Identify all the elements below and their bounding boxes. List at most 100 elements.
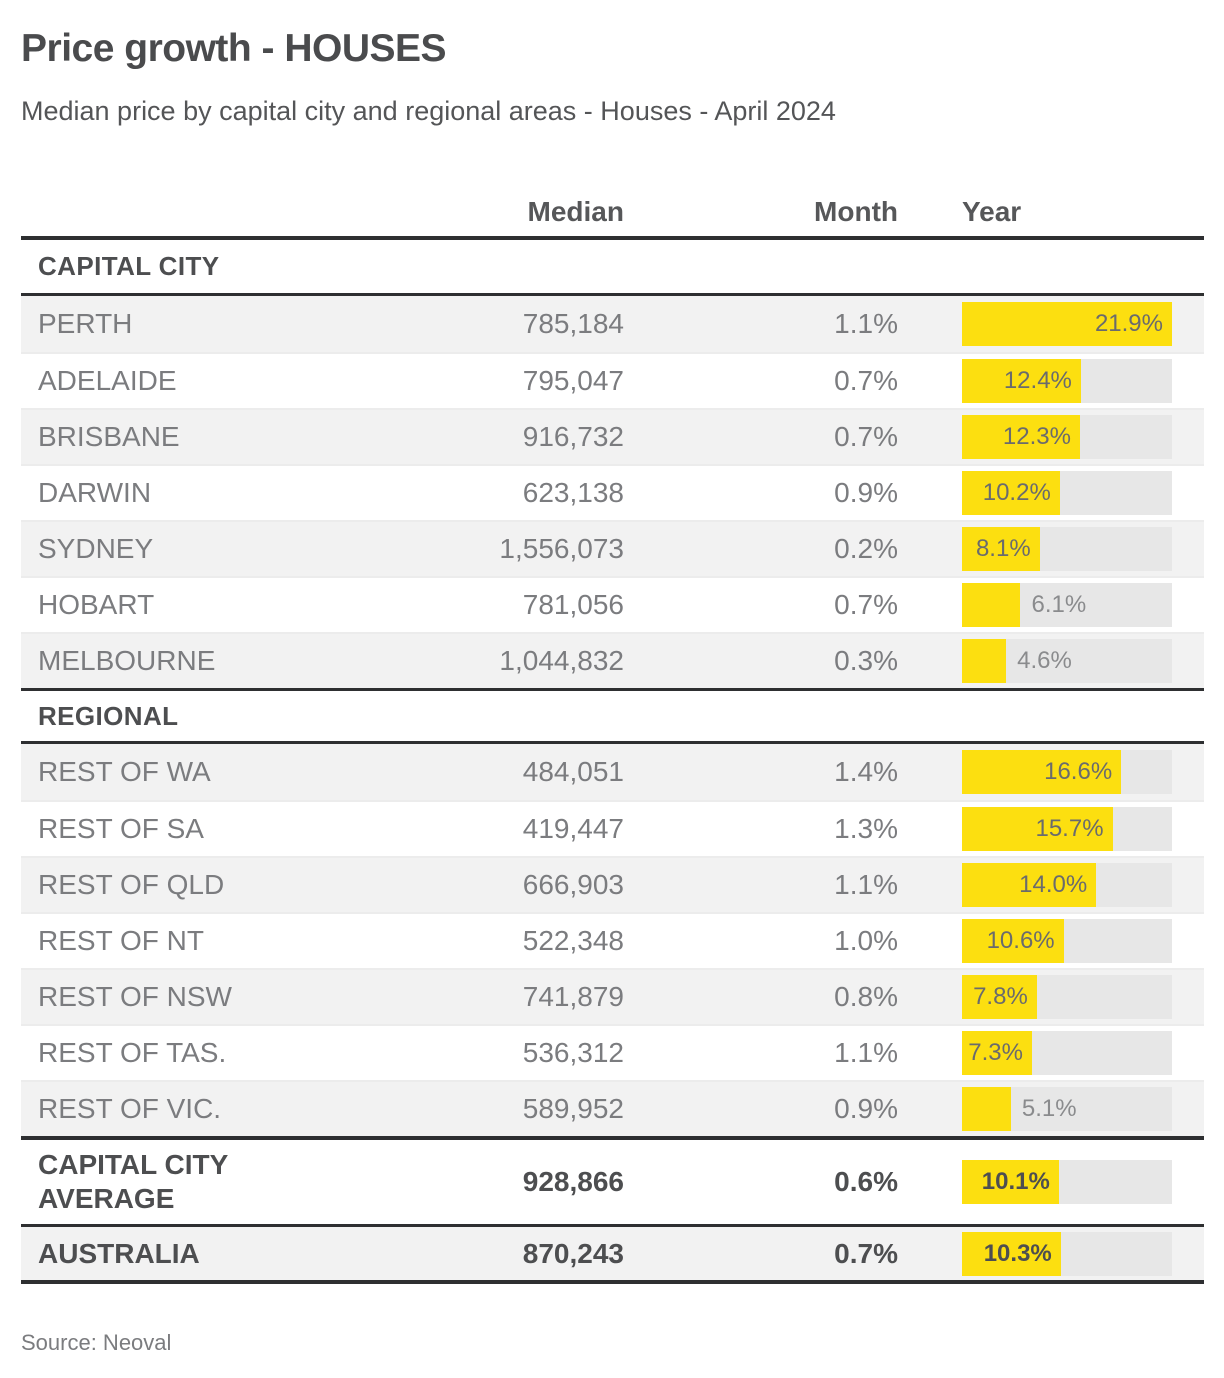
table-row-perth: PERTH 785,184 1.1% 21.9% — [21, 296, 1204, 352]
section-body-capital-city: PERTH 785,184 1.1% 21.9% ADELAIDE 795,04… — [21, 296, 1204, 688]
median-value: 522,348 — [522, 925, 624, 956]
median-value: 916,732 — [522, 421, 624, 452]
median-value: 589,952 — [522, 1093, 624, 1124]
year-bar-cell: 10.6% — [898, 919, 1204, 963]
month-value: 0.3% — [834, 645, 898, 676]
median-value: 870,243 — [522, 1237, 624, 1269]
source-note: Source: Neoval — [21, 1330, 172, 1355]
region-label: REST OF QLD — [38, 869, 225, 900]
year-bar-label: 15.7% — [1035, 815, 1104, 842]
section-label: CAPITAL CITY — [38, 251, 220, 281]
region-label: REST OF NT — [38, 925, 204, 956]
year-bar-label: 5.1% — [1021, 1095, 1077, 1122]
year-bar-cell: 21.9% — [898, 302, 1204, 346]
month-value: 0.6% — [834, 1166, 898, 1197]
month-value: 0.7% — [834, 589, 898, 620]
region-label: REST OF SA — [38, 813, 204, 844]
table-row-rest-of-nt: REST OF NT 522,348 1.0% 10.6% — [21, 912, 1204, 968]
month-value: 0.7% — [834, 421, 898, 452]
year-bar-label: 7.8% — [973, 983, 1028, 1010]
year-bar-cell: 15.7% — [898, 807, 1204, 851]
region-label: MELBOURNE — [38, 645, 216, 676]
year-bar-track: 10.6% — [962, 919, 1172, 963]
year-bar-cell: 4.6% — [898, 639, 1204, 683]
month-value: 0.2% — [834, 533, 898, 564]
year-bar-fill — [962, 863, 1097, 907]
year-bar-cell: 8.1% — [898, 527, 1204, 571]
table-row-sydney: SYDNEY 1,556,073 0.2% 8.1% — [21, 520, 1204, 576]
year-bar-track: 14.0% — [962, 863, 1172, 907]
table-row-rest-of-vic: REST OF VIC. 589,952 0.9% 5.1% — [21, 1080, 1204, 1136]
year-bar-cell: 14.0% — [898, 863, 1204, 907]
year-bar-cell: 12.4% — [898, 359, 1204, 403]
median-value: 536,312 — [522, 1037, 624, 1068]
month-value: 0.7% — [834, 365, 898, 396]
year-bar-track: 10.3% — [962, 1231, 1172, 1276]
section-label: REGIONAL — [38, 700, 179, 731]
region-label: AUSTRALIA — [38, 1237, 200, 1269]
year-bar-label: 4.6% — [1017, 647, 1072, 674]
year-bar-track: 6.1% — [962, 583, 1172, 627]
median-value: 1,556,073 — [499, 533, 624, 564]
median-value: 785,184 — [522, 308, 624, 339]
year-bar-label: 7.3% — [968, 1039, 1023, 1066]
summary-block: CAPITAL CITY AVERAGE 928,866 0.6% 10.1% … — [21, 1136, 1204, 1284]
year-bar-cell: 7.8% — [898, 975, 1204, 1019]
median-value: 795,047 — [522, 365, 624, 396]
year-bar-fill — [962, 1160, 1059, 1204]
year-bar-label: 12.3% — [1002, 423, 1071, 450]
table-row-rest-of-tas: REST OF TAS. 536,312 1.1% 7.3% — [21, 1024, 1204, 1080]
median-value: 1,044,832 — [499, 645, 624, 676]
median-value: 928,866 — [522, 1166, 624, 1197]
year-bar-label: 8.1% — [975, 535, 1031, 562]
year-bar-fill — [962, 527, 1040, 571]
month-value: 0.8% — [834, 981, 898, 1012]
year-bar-track: 10.2% — [962, 471, 1172, 515]
table-row-adelaide: ADELAIDE 795,047 0.7% 12.4% — [21, 352, 1204, 408]
region-label: REST OF NSW — [38, 981, 232, 1012]
year-bar-label: 14.0% — [1019, 871, 1088, 898]
table-row-rest-of-nsw: REST OF NSW 741,879 0.8% 7.8% — [21, 968, 1204, 1024]
year-bar-fill — [962, 359, 1081, 403]
year-bar-cell: 10.3% — [898, 1231, 1204, 1276]
table-row-rest-of-sa: REST OF SA 419,447 1.3% 15.7% — [21, 800, 1204, 856]
table-row-australia: AUSTRALIA 870,243 0.7% 10.3% — [21, 1224, 1204, 1280]
column-header-year: Year — [962, 196, 1022, 227]
year-bar-fill — [962, 583, 1021, 627]
table-row-capital-city-average: CAPITAL CITY AVERAGE 928,866 0.6% 10.1% — [21, 1140, 1204, 1224]
month-value: 0.9% — [834, 477, 898, 508]
year-bar-track: 8.1% — [962, 527, 1172, 571]
region-label: ADELAIDE — [38, 365, 177, 396]
year-bar-track: 12.4% — [962, 359, 1172, 403]
year-bar-track: 4.6% — [962, 639, 1172, 683]
year-bar-label: 10.1% — [981, 1168, 1050, 1195]
region-label: REST OF TAS. — [38, 1037, 227, 1068]
page-subtitle: Median price by capital city and regiona… — [21, 96, 836, 126]
table-row-darwin: DARWIN 623,138 0.9% 10.2% — [21, 464, 1204, 520]
median-value: 484,051 — [522, 756, 624, 787]
year-bar-fill — [962, 415, 1080, 459]
column-header-row: Median Month Year — [21, 188, 1204, 240]
year-bar-track: 21.9% — [962, 302, 1172, 346]
region-label: DARWIN — [38, 477, 152, 508]
year-bar-fill — [962, 1231, 1061, 1276]
year-bar-fill — [962, 807, 1113, 851]
year-bar-cell: 6.1% — [898, 583, 1204, 627]
month-value: 1.0% — [834, 925, 898, 956]
year-bar-track: 5.1% — [962, 1087, 1172, 1131]
year-bar-fill — [962, 639, 1007, 683]
region-label: CAPITAL CITY AVERAGE — [38, 1149, 228, 1214]
section-header-regional: REGIONAL — [21, 688, 1204, 744]
table-row-rest-of-qld: REST OF QLD 666,903 1.1% 14.0% — [21, 856, 1204, 912]
median-value: 623,138 — [522, 477, 624, 508]
year-bar-track: 16.6% — [962, 750, 1172, 794]
year-bar-cell: 10.2% — [898, 471, 1204, 515]
month-value: 1.4% — [834, 756, 898, 787]
month-value: 1.1% — [834, 1037, 898, 1068]
month-value: 0.9% — [834, 1093, 898, 1124]
month-value: 0.7% — [834, 1237, 898, 1269]
year-bar-cell: 10.1% — [898, 1160, 1204, 1204]
year-bar-fill — [962, 1087, 1011, 1131]
year-bar-track: 7.8% — [962, 975, 1172, 1019]
